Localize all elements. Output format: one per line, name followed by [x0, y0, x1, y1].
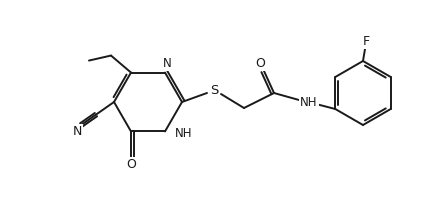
- Text: F: F: [362, 34, 369, 47]
- Text: O: O: [126, 158, 135, 171]
- Text: N: N: [162, 57, 171, 70]
- Text: NH: NH: [300, 97, 317, 110]
- Text: NH: NH: [175, 127, 192, 140]
- Text: S: S: [209, 84, 218, 97]
- Text: N: N: [72, 125, 82, 138]
- Text: O: O: [255, 57, 264, 70]
